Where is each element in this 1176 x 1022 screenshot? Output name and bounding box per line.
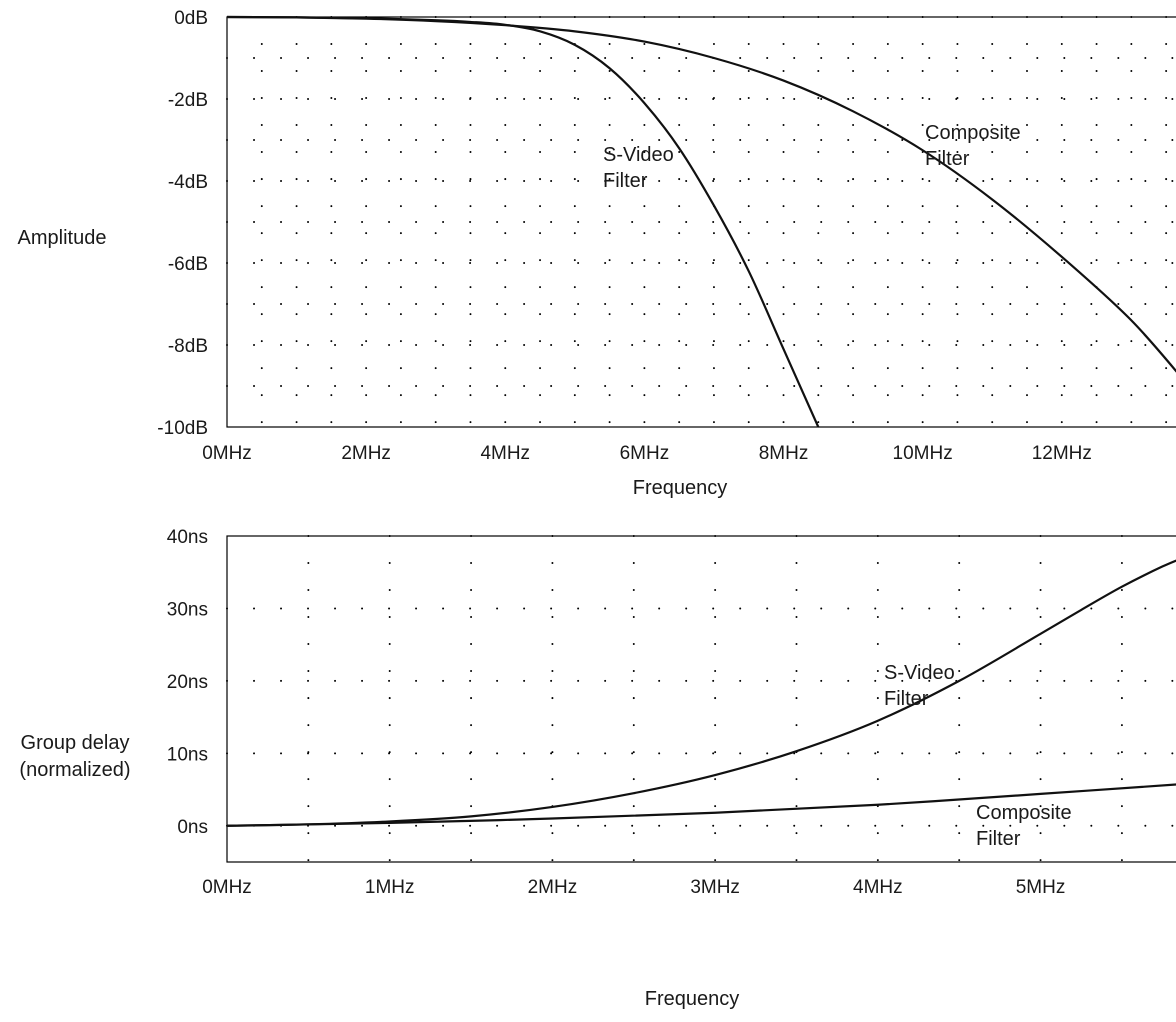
amplitude-composite-label-line1: Composite — [925, 122, 1021, 144]
amplitude-x-tick-label: 0MHz — [202, 443, 252, 464]
amplitude-composite-filter-line — [226, 15, 1176, 373]
group-delay-x-tick-label: 5MHz — [1016, 877, 1066, 898]
group-delay-x-tick-label: 1MHz — [365, 877, 415, 898]
amplitude-svideo-label-line2: Filter — [603, 170, 648, 192]
amplitude-y-ticks: 0dB -2dB -4dB -6dB -8dB -10dB — [157, 8, 208, 439]
group-delay-composite-label-line2: Filter — [976, 828, 1021, 850]
amplitude-chart: 0dB -2dB -4dB -6dB -8dB -10dB 0MHz 2MHz 4MHz 6MH… — [18, 8, 1176, 499]
amplitude-x-axis-label: Frequency — [633, 477, 728, 499]
group-delay-y-axis-label-line2: (normalized) — [19, 759, 130, 781]
group-delay-x-tick-label: 4MHz — [853, 877, 903, 898]
group-delay-x-tick-label: 2MHz — [528, 877, 578, 898]
group-delay-composite-filter-line — [226, 783, 1176, 827]
amplitude-x-tick-label: 12MHz — [1032, 443, 1092, 464]
amplitude-y-tick-label: -2dB — [168, 90, 208, 111]
group-delay-svideo-filter-line — [226, 559, 1176, 827]
amplitude-composite-label-line2: Filter — [925, 148, 970, 170]
group-delay-chart: 40ns 30ns 20ns 10ns 0ns 0MHz 1MHz 2MHz 3MHz 4MHz… — [19, 527, 1176, 1010]
amplitude-y-axis-label: Amplitude — [18, 227, 107, 249]
amplitude-grid — [226, 16, 1176, 428]
amplitude-x-ticks: 0MHz 2MHz 4MHz 6MHz 8MHz 10MHz 12MHz — [202, 443, 1092, 464]
amplitude-x-tick-label: 8MHz — [759, 443, 809, 464]
group-delay-x-axis-label: Frequency — [645, 988, 740, 1010]
amplitude-x-tick-label: 4MHz — [480, 443, 530, 464]
group-delay-y-tick-label: 30ns — [167, 599, 208, 620]
amplitude-x-tick-label: 6MHz — [620, 443, 670, 464]
amplitude-y-tick-label: -10dB — [157, 418, 208, 439]
group-delay-grid — [226, 535, 1176, 863]
group-delay-y-tick-label: 0ns — [177, 817, 208, 838]
group-delay-composite-label-line1: Composite — [976, 802, 1072, 824]
group-delay-y-tick-label: 10ns — [167, 744, 208, 765]
group-delay-plot-frame — [226, 535, 1176, 863]
group-delay-y-tick-label: 20ns — [167, 672, 208, 693]
amplitude-y-tick-label: 0dB — [174, 8, 208, 29]
group-delay-svideo-label-line1: S-Video — [884, 662, 955, 684]
group-delay-series — [226, 559, 1176, 827]
amplitude-plot-frame — [226, 16, 1176, 428]
group-delay-x-tick-label: 3MHz — [690, 877, 740, 898]
group-delay-y-ticks: 40ns 30ns 20ns 10ns 0ns — [167, 527, 208, 838]
amplitude-x-tick-label: 10MHz — [893, 443, 953, 464]
amplitude-svideo-filter-line — [226, 15, 820, 428]
group-delay-x-tick-label: 0MHz — [202, 877, 252, 898]
amplitude-y-tick-label: -6dB — [168, 254, 208, 275]
amplitude-y-tick-label: -4dB — [168, 172, 208, 193]
group-delay-y-tick-label: 40ns — [167, 527, 208, 548]
group-delay-x-ticks: 0MHz 1MHz 2MHz 3MHz 4MHz 5MHz — [202, 877, 1065, 898]
group-delay-y-axis-label-line1: Group delay — [21, 732, 130, 754]
amplitude-series — [226, 15, 1176, 428]
amplitude-y-tick-label: -8dB — [168, 336, 208, 357]
amplitude-svideo-label-line1: S-Video — [603, 144, 674, 166]
group-delay-svideo-label-line2: Filter — [884, 688, 929, 710]
amplitude-x-tick-label: 2MHz — [341, 443, 391, 464]
